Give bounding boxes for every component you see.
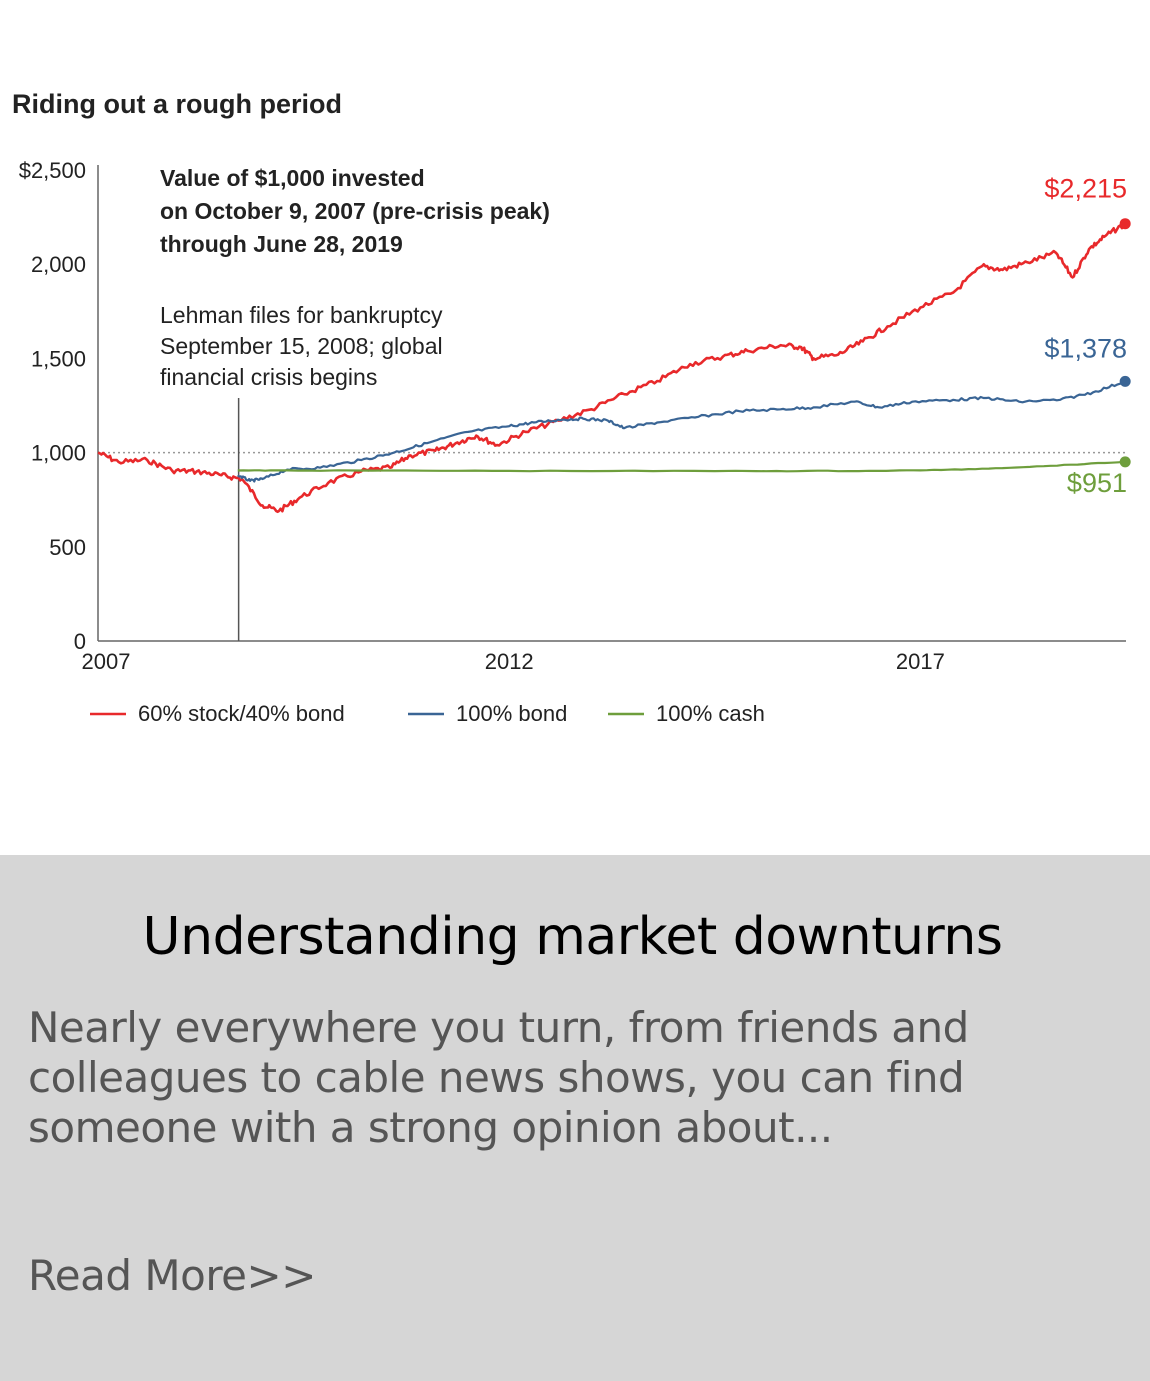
x-tick-label: 2012: [485, 649, 534, 674]
y-tick-label: 1,000: [31, 441, 86, 466]
series-end-dot: [1119, 375, 1131, 387]
article-card: Understanding market downturns Nearly ev…: [0, 855, 1150, 1381]
annotation-text-line: financial crisis begins: [160, 364, 377, 390]
x-tick-label: 2007: [82, 649, 131, 674]
chart-svg: Riding out a rough period 0 500 1,000 1,500…: [12, 89, 1131, 726]
series-end-label: $951: [1067, 468, 1127, 498]
excerpt-line: Nearly everywhere you turn, from friends…: [28, 1003, 969, 1052]
legend-label: 60% stock/40% bond: [138, 701, 345, 726]
chart-figure: Riding out a rough period 0 500 1,000 1,500…: [12, 89, 1131, 726]
y-tick-label: 500: [49, 535, 86, 560]
excerpt-line: colleagues to cable news shows, you can …: [28, 1053, 965, 1102]
article-title: Understanding market downturns: [142, 907, 1003, 967]
chart-subtitle-line: on October 9, 2007 (pre-crisis peak): [160, 198, 550, 224]
series-end-dot: [1119, 456, 1131, 468]
chart-title: Riding out a rough period: [12, 89, 342, 119]
series-line: [237, 460, 1126, 473]
y-tick-label: 2,000: [31, 252, 86, 277]
y-tick-label: 1,500: [31, 346, 86, 371]
series-end-dot: [1119, 218, 1131, 230]
annotation-text-line: September 15, 2008; global: [160, 333, 443, 359]
annotation-text-line: Lehman files for bankruptcy: [160, 302, 443, 328]
legend-label: 100% bond: [456, 701, 567, 726]
series-end-label: $1,378: [1044, 333, 1127, 363]
series-end-label: $2,215: [1044, 174, 1127, 204]
excerpt-line: someone with a strong opinion about...: [28, 1103, 833, 1152]
series-line: [236, 380, 1126, 483]
article-excerpt: Nearly everywhere you turn, from friends…: [28, 1003, 1108, 1153]
legend-label: 100% cash: [656, 701, 765, 726]
chart-subtitle-line: Value of $1,000 invested: [160, 165, 425, 191]
chart-subtitle-line: through June 28, 2019: [160, 231, 403, 257]
y-tick-label: $2,500: [19, 158, 86, 183]
y-tick-label: 0: [74, 629, 86, 654]
x-tick-label: 2017: [896, 649, 945, 674]
read-more-link[interactable]: Read More>>: [28, 1251, 316, 1300]
series-line: [97, 222, 1126, 514]
